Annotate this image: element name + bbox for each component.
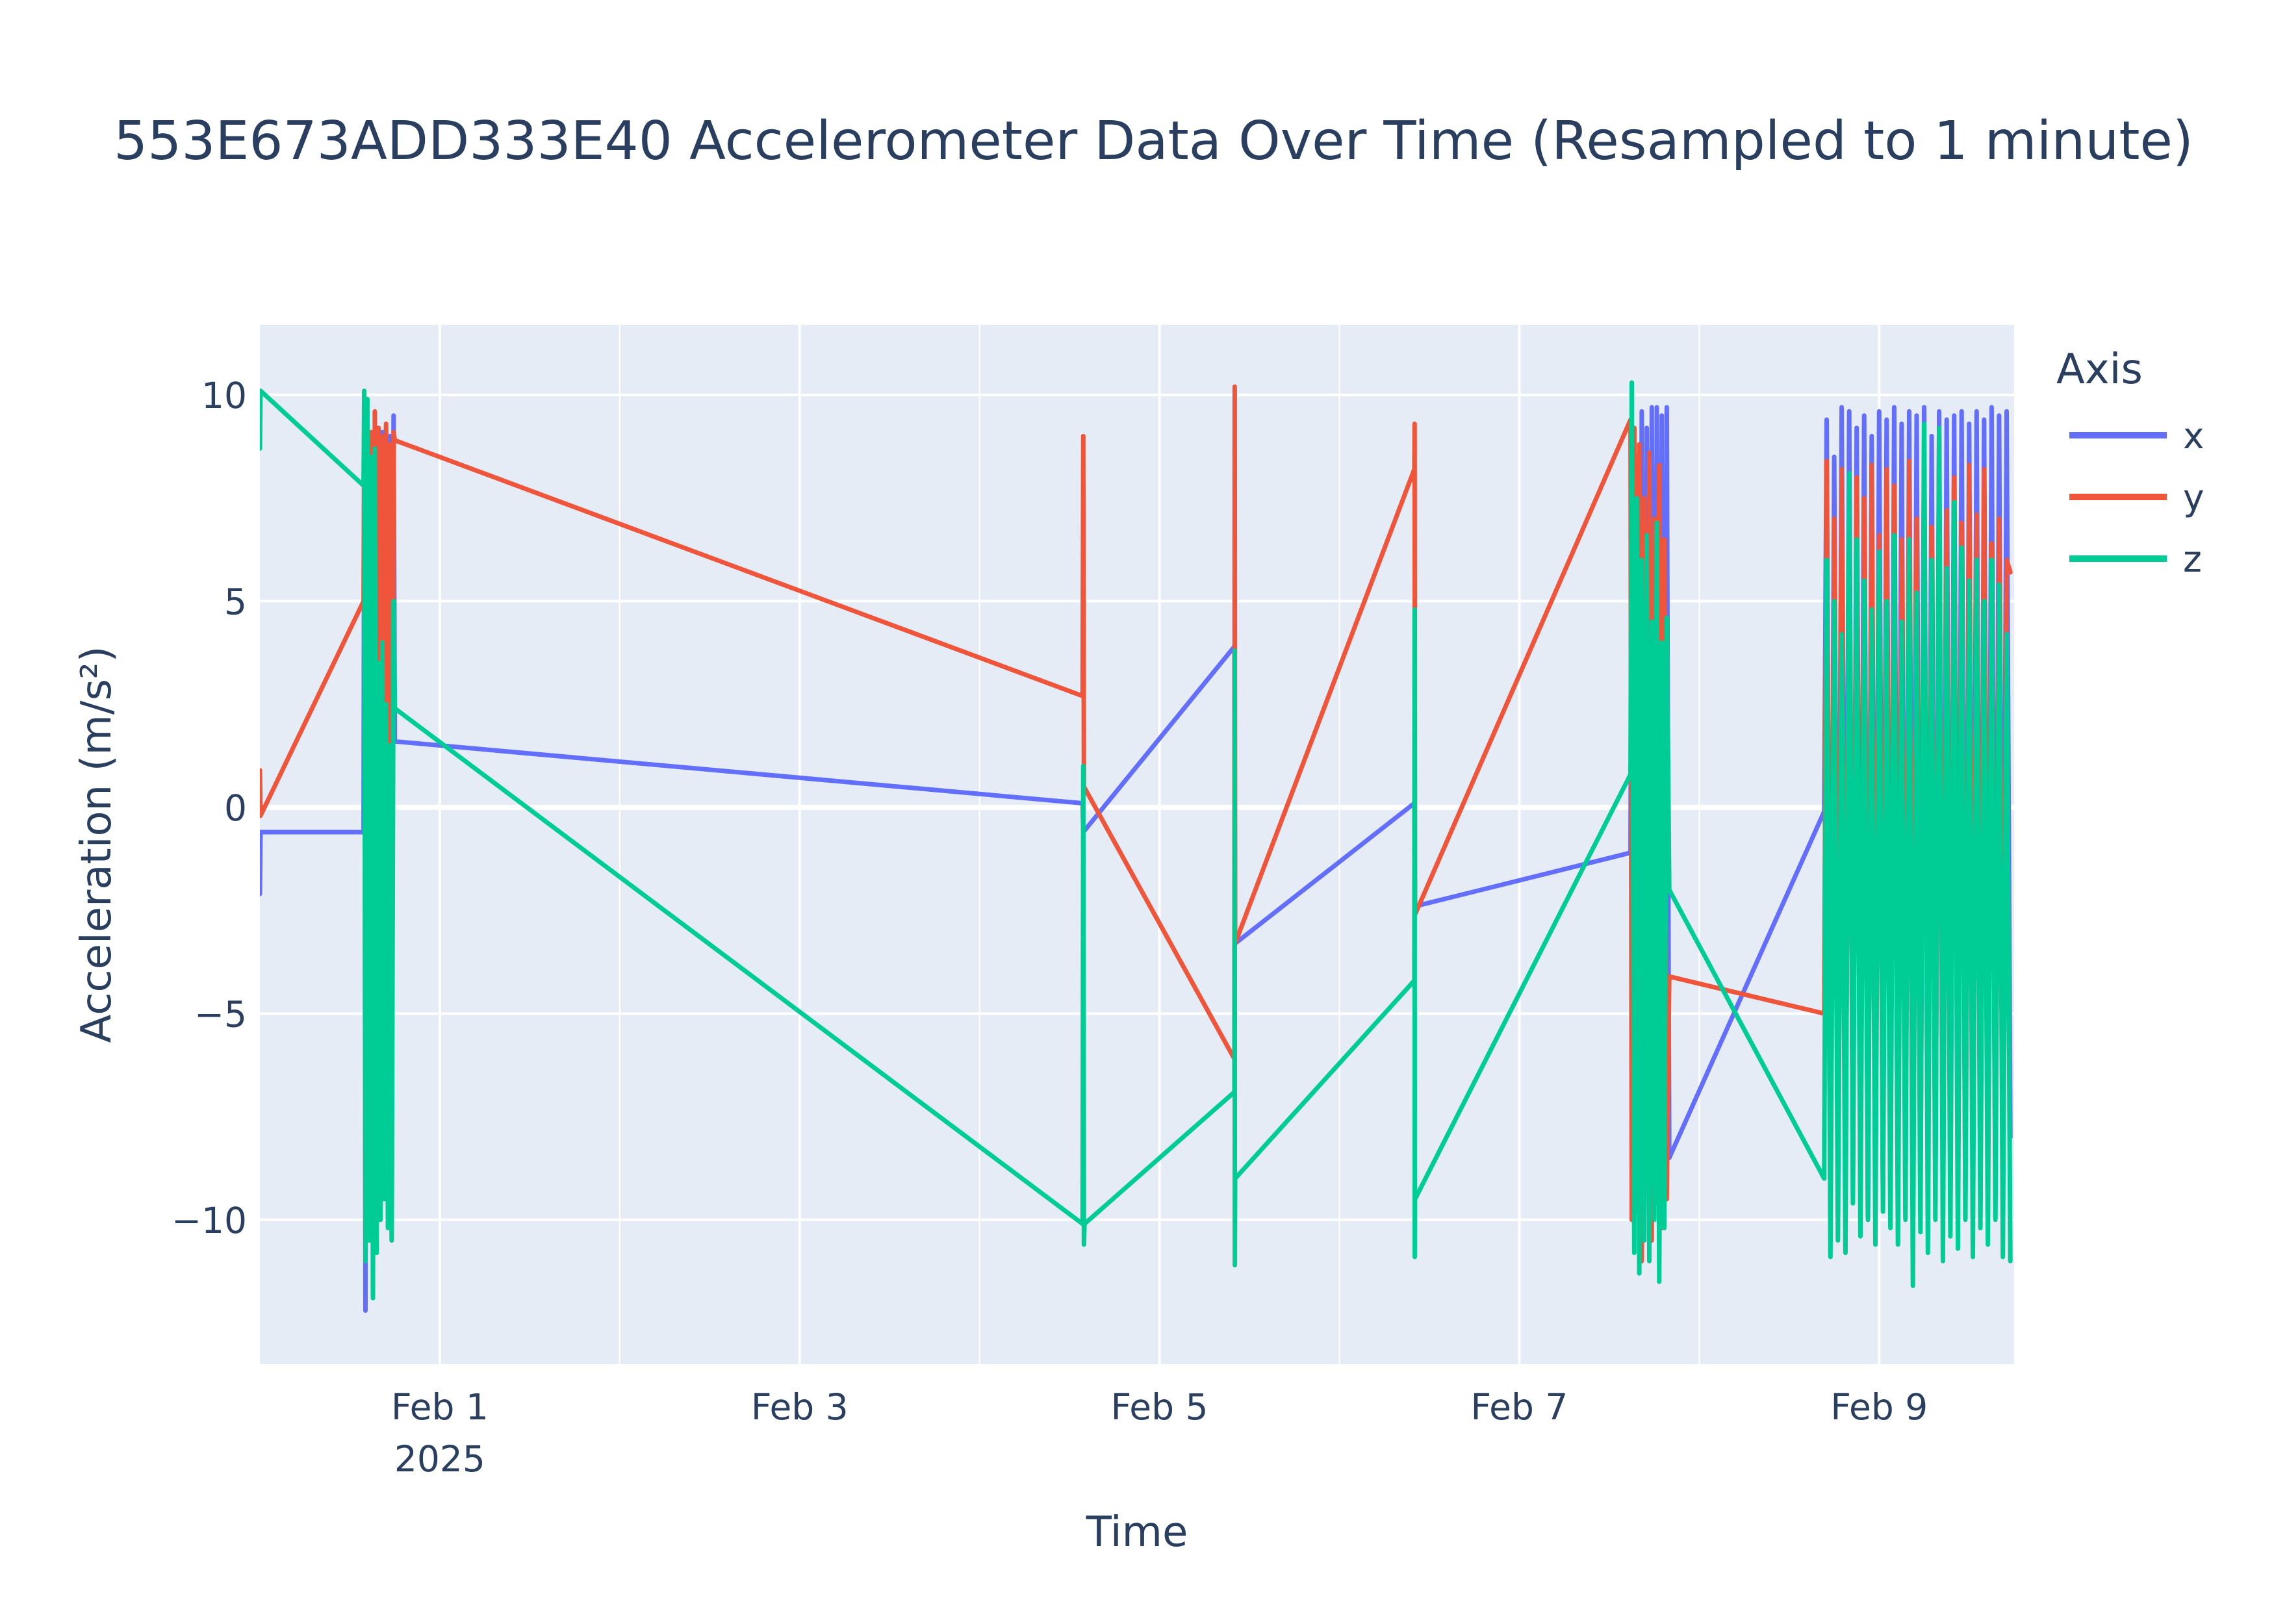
- x-tick-label: Feb 5: [1111, 1386, 1208, 1428]
- x-tick-label: Feb 3: [751, 1386, 849, 1428]
- plot-area: [260, 325, 2014, 1364]
- legend-label-y[interactable]: y: [2183, 477, 2204, 518]
- legend-title: Axis: [2056, 346, 2143, 394]
- chart-title: 553E673ADD333E40 Accelerometer Data Over…: [114, 110, 2193, 172]
- legend: Axis xyz: [2056, 346, 2204, 580]
- x-tick-label: Feb 9: [1830, 1386, 1928, 1428]
- y-axis-ticks: 10 5 0 −5 −10: [172, 375, 247, 1241]
- x-axis-ticks: Feb 1 2025 Feb 3 Feb 5 Feb 7 Feb 9: [391, 1386, 1928, 1480]
- y-tick-label: 0: [224, 787, 247, 829]
- x-axis-title: Time: [1086, 1508, 1188, 1556]
- series-layer: [260, 380, 2013, 1313]
- y-tick-label: 10: [201, 375, 247, 416]
- gridlines: [260, 325, 2014, 1364]
- legend-label-x[interactable]: x: [2183, 415, 2204, 457]
- legend-label-z[interactable]: z: [2183, 539, 2202, 580]
- y-axis-title: Acceleration (m/s²): [73, 646, 121, 1043]
- x-tick-year-label: 2025: [394, 1438, 485, 1480]
- x-tick-label: Feb 7: [1471, 1386, 1568, 1428]
- series-line-z: [260, 380, 2013, 1300]
- x-tick-label: Feb 1: [391, 1386, 489, 1428]
- y-tick-label: 5: [224, 581, 247, 622]
- y-tick-label: −10: [172, 1200, 247, 1241]
- y-tick-label: −5: [194, 993, 247, 1035]
